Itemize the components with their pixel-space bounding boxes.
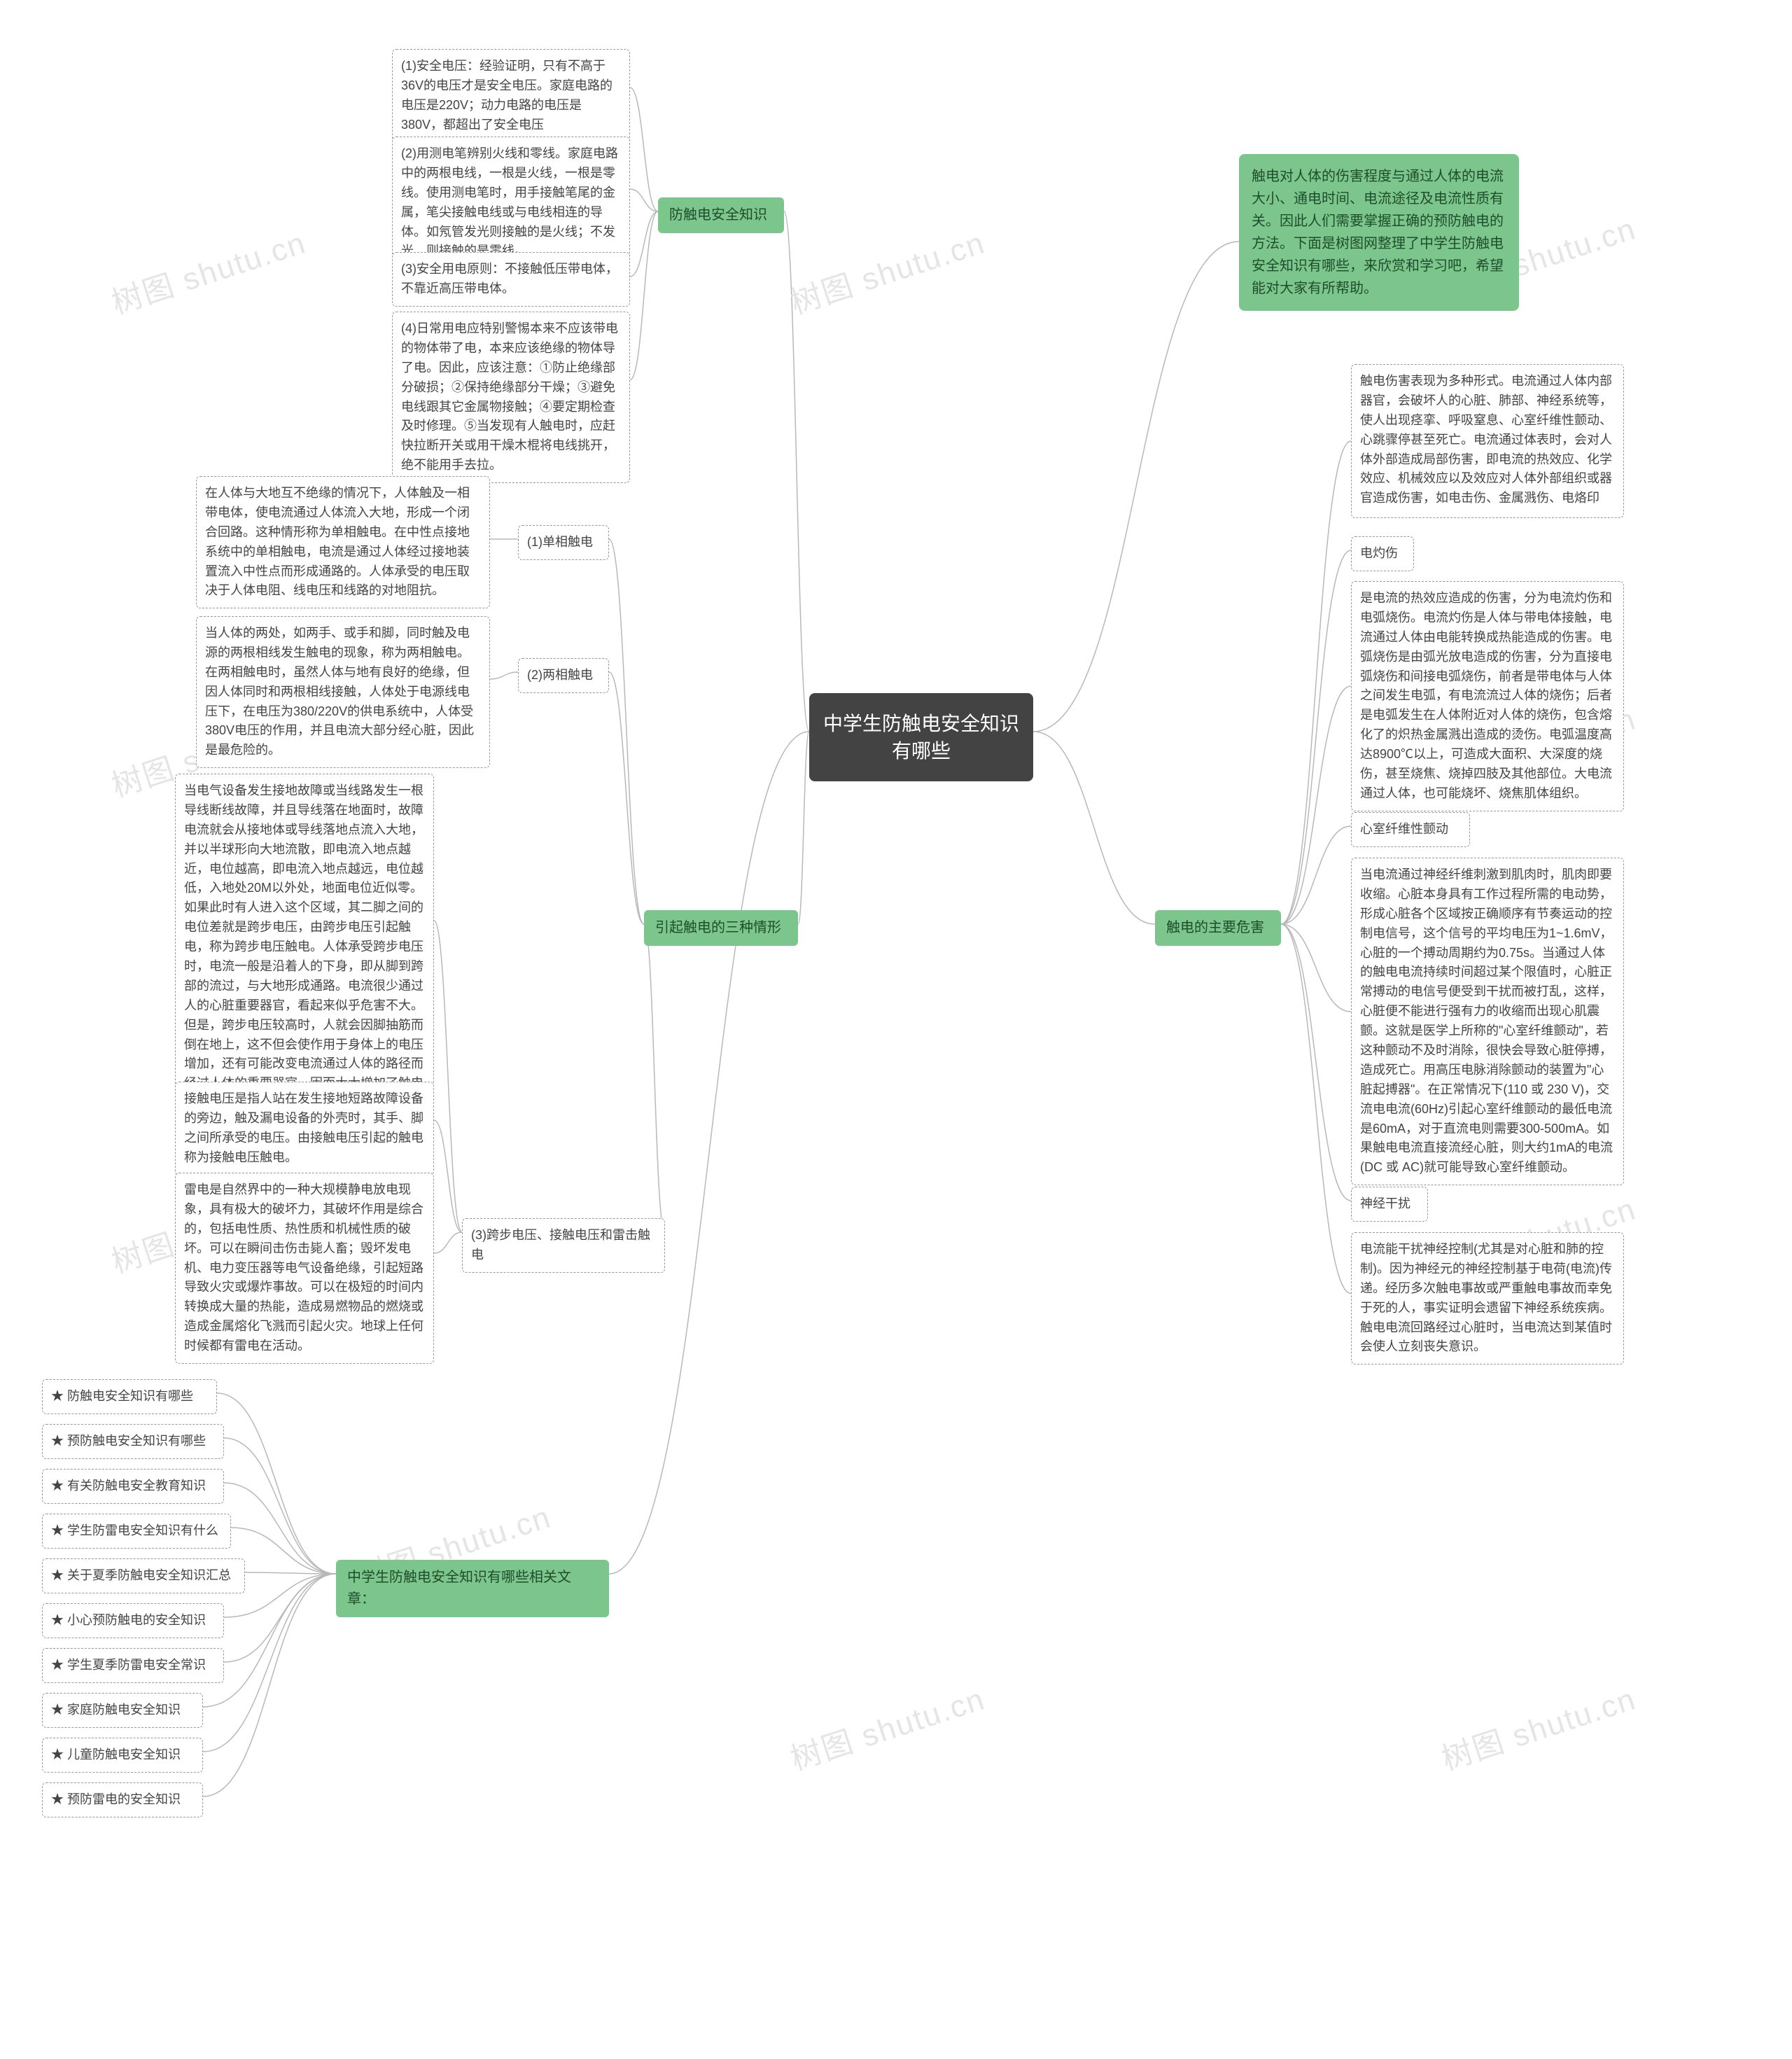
left-child-2-4: ★ 关于夏季防触电安全知识汇总: [42, 1558, 245, 1593]
left-child-2-7: ★ 家庭防触电安全知识: [42, 1693, 203, 1728]
right-child-0-5: 神经干扰: [1351, 1187, 1428, 1222]
left-child-0-2: (3)安全用电原则：不接触低压带电体，不靠近高压带电体。: [392, 252, 630, 307]
left-child-2-1: ★ 预防触电安全知识有哪些: [42, 1424, 224, 1459]
left-child-0-3: (4)日常用电应特别警惕本来不应该带电的物体带了电，本来应该绝缘的物体导了电。因…: [392, 312, 630, 483]
left-child-0-0: (1)安全电压：经验证明，只有不高于36V的电压才是安全电压。家庭电路的电压是2…: [392, 49, 630, 143]
right-child-0-3: 心室纤维性颤动: [1351, 812, 1470, 847]
left-branch-2: 中学生防触电安全知识有哪些相关文章：: [336, 1560, 609, 1617]
left-child-1-2: (3)跨步电压、接触电压和雷击触电: [462, 1218, 665, 1273]
left-sub-1-0: 在人体与大地互不绝缘的情况下，人体触及一相带电体，使电流通过人体流入大地，形成一…: [196, 476, 490, 608]
right-child-0-4: 当电流通过神经纤维刺激到肌肉时，肌肉即要收缩。心脏本身具有工作过程所需的电动势，…: [1351, 858, 1624, 1185]
left-branch-0: 防触电安全知识: [658, 197, 784, 233]
left-child-2-9: ★ 预防雷电的安全知识: [42, 1782, 203, 1817]
left-child-2-6: ★ 学生夏季防雷电安全常识: [42, 1648, 224, 1683]
left-branch-1: 引起触电的三种情形: [644, 910, 798, 946]
left-child-1-1: (2)两相触电: [518, 658, 609, 693]
left-sub-1-2-1: 接触电压是指人站在发生接地短路故障设备的旁边，触及漏电设备的外壳时，其手、脚之间…: [175, 1082, 434, 1175]
center-node: 中学生防触电安全知识有哪些: [809, 693, 1033, 781]
watermark: 树图 shutu.cn: [784, 218, 990, 323]
left-child-0-1: (2)用测电笔辨别火线和零线。家庭电路中的两根电线，一根是火线，一根是零线。使用…: [392, 137, 630, 269]
left-child-1-0: (1)单相触电: [518, 525, 609, 560]
right-child-0-0: 触电伤害表现为多种形式。电流通过人体内部器官，会破坏人的心脏、肺部、神经系统等，…: [1351, 364, 1624, 518]
left-child-2-2: ★ 有关防触电安全教育知识: [42, 1469, 224, 1504]
right-child-0-1: 电灼伤: [1351, 536, 1414, 571]
left-sub-1-2-0: 当电气设备发生接地故障或当线路发生一根导线断线故障，并且导线落在地面时，故障电流…: [175, 774, 434, 1121]
intro-node: 触电对人体的伤害程度与通过人体的电流大小、通电时间、电流途径及电流性质有关。因此…: [1239, 154, 1519, 311]
watermark: 树图 shutu.cn: [784, 1674, 990, 1779]
left-child-2-5: ★ 小心预防触电的安全知识: [42, 1603, 224, 1638]
left-child-2-3: ★ 学生防雷电安全知识有什么: [42, 1514, 231, 1549]
left-sub-1-1: 当人体的两处，如两手、或手和脚，同时触及电源的两根相线发生触电的现象，称为两相触…: [196, 616, 490, 768]
watermark: 树图 shutu.cn: [105, 218, 311, 323]
right-branch-0: 触电的主要危害: [1155, 910, 1281, 946]
left-child-2-0: ★ 防触电安全知识有哪些: [42, 1379, 217, 1414]
watermark: 树图 shutu.cn: [1435, 1674, 1641, 1779]
right-child-0-2: 是电流的热效应造成的伤害，分为电流灼伤和电弧烧伤。电流灼伤是人体与带电体接触，电…: [1351, 581, 1624, 811]
left-child-2-8: ★ 儿童防触电安全知识: [42, 1738, 203, 1773]
right-child-0-6: 电流能干扰神经控制(尤其是对心脏和肺的控制)。因为神经元的神经控制基于电荷(电流…: [1351, 1232, 1624, 1364]
left-sub-1-2-2: 雷电是自然界中的一种大规模静电放电现象，具有极大的破坏力，其破坏作用是综合的，包…: [175, 1173, 434, 1364]
